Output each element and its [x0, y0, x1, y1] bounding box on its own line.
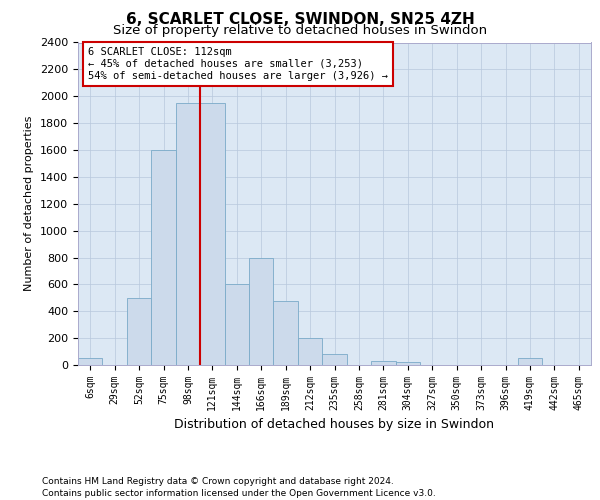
Bar	[322, 354, 347, 365]
Bar	[298, 338, 322, 365]
Bar	[518, 358, 542, 365]
Bar	[78, 358, 103, 365]
Bar	[395, 362, 420, 365]
Text: Contains HM Land Registry data © Crown copyright and database right 2024.: Contains HM Land Registry data © Crown c…	[42, 478, 394, 486]
Bar	[151, 150, 176, 365]
Bar	[371, 361, 395, 365]
Bar	[200, 103, 224, 365]
Text: 6 SCARLET CLOSE: 112sqm
← 45% of detached houses are smaller (3,253)
54% of semi: 6 SCARLET CLOSE: 112sqm ← 45% of detache…	[88, 48, 388, 80]
Text: Size of property relative to detached houses in Swindon: Size of property relative to detached ho…	[113, 24, 487, 37]
Y-axis label: Number of detached properties: Number of detached properties	[25, 116, 34, 292]
Bar	[274, 300, 298, 365]
Text: Contains public sector information licensed under the Open Government Licence v3: Contains public sector information licen…	[42, 489, 436, 498]
Bar	[224, 284, 249, 365]
X-axis label: Distribution of detached houses by size in Swindon: Distribution of detached houses by size …	[175, 418, 494, 432]
Text: 6, SCARLET CLOSE, SWINDON, SN25 4ZH: 6, SCARLET CLOSE, SWINDON, SN25 4ZH	[125, 12, 475, 28]
Bar	[176, 103, 200, 365]
Bar	[127, 298, 151, 365]
Bar	[249, 258, 274, 365]
